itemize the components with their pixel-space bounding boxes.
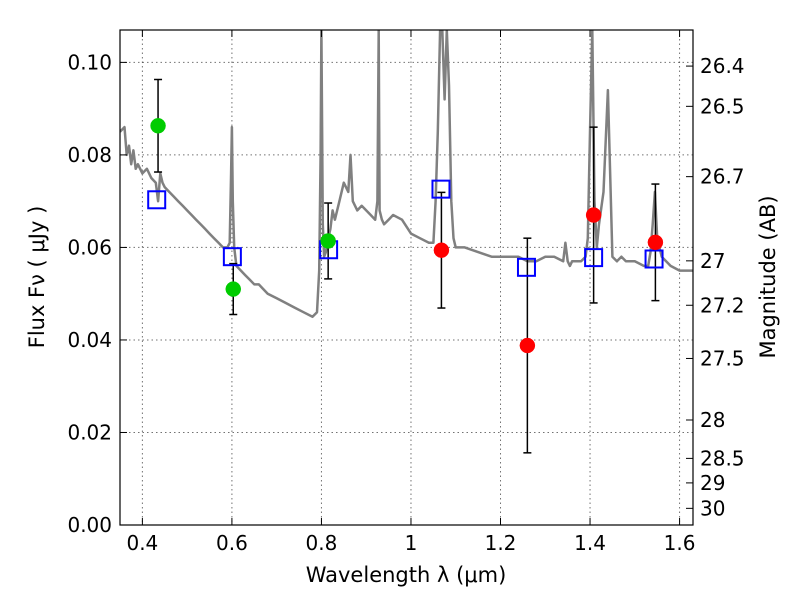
y-tick-label: 0.04: [67, 328, 112, 352]
x-tick-label: 1.6: [664, 531, 696, 555]
right-tick-label: 30: [700, 496, 725, 520]
model-photometry-square: [431, 179, 451, 199]
y-tick-label: 0.00: [67, 513, 112, 537]
right-tick-label: 26.7: [700, 165, 745, 189]
right-tick-label: 26.5: [700, 94, 745, 118]
plot-frame: [119, 29, 694, 526]
model-photometry-square: [584, 248, 604, 268]
x-tick-label: 0.4: [126, 531, 158, 555]
model-photometry-square: [147, 190, 167, 210]
right-axis-title: Magnitude (AB): [756, 195, 780, 358]
y-tick-label: 0.10: [67, 50, 112, 74]
observed-flux-point: [150, 118, 166, 134]
y-tick-label: 0.06: [67, 235, 112, 259]
right-tick-label: 29: [700, 471, 725, 495]
model-spectrum: [120, 30, 693, 319]
right-tick-label: 28.5: [700, 446, 745, 470]
right-tick-label: 28: [700, 408, 725, 432]
observed-flux-point: [433, 242, 450, 258]
x-tick-label: 1: [405, 531, 418, 555]
model-photometry-square: [516, 257, 536, 277]
y-tick-label: 0.08: [67, 143, 112, 167]
right-tick-label: 27.2: [700, 293, 745, 317]
axis-ticks: 0.4 0.6 0.8 1 1.2 1.4 1.6 0.00 0.02 0.04 0.06 0.08 0…: [67, 30, 745, 555]
model-photometry-square: [644, 249, 664, 269]
observed-flux-point: [225, 281, 242, 297]
x-tick-label: 0.8: [306, 531, 338, 555]
spectrum-line: [120, 30, 693, 319]
observed-flux-point: [519, 337, 536, 354]
x-axis-title: Wavelength λ (μm): [306, 563, 507, 587]
y-axis-title: Flux Fν ( μJy ): [25, 206, 49, 349]
model-photometry-square: [222, 247, 242, 267]
observed-flux-point: [320, 233, 336, 249]
observed-flux-point: [647, 234, 664, 251]
observed-flux-point: [585, 207, 602, 223]
x-tick-label: 0.6: [216, 531, 248, 555]
x-tick-label: 1.4: [574, 531, 606, 555]
y-tick-label: 0.02: [67, 420, 112, 444]
right-tick-label: 26.4: [700, 54, 745, 78]
right-tick-label: 27: [700, 249, 725, 273]
x-tick-label: 1.2: [485, 531, 517, 555]
data-markers: [147, 118, 664, 354]
right-tick-label: 27.5: [700, 346, 745, 370]
